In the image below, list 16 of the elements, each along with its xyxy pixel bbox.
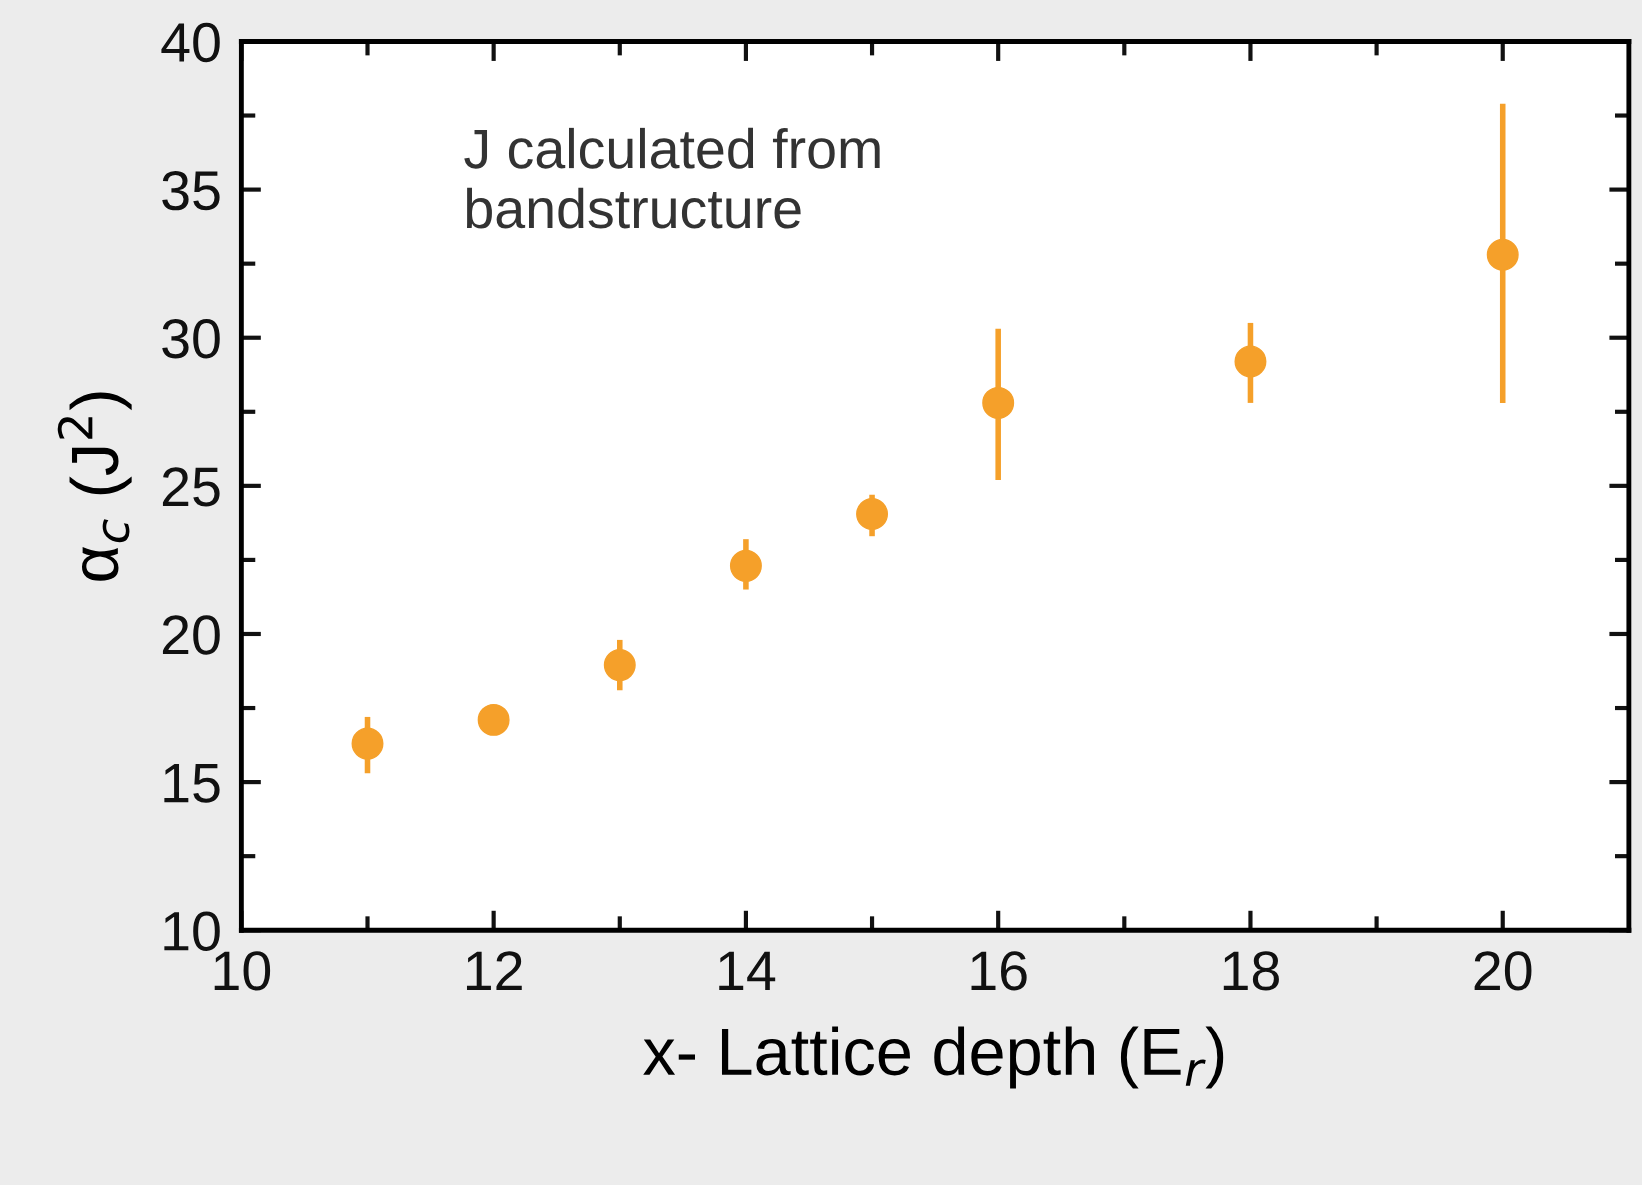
x-tick-label: 14 — [719, 951, 776, 990]
y-tick-label: 20 — [162, 615, 220, 655]
annotation: J calculated from bandstructure — [464, 127, 880, 229]
y-tick-label: 25 — [162, 467, 220, 507]
y-tick-label: 30 — [162, 319, 220, 359]
y-tick-label: 35 — [162, 170, 220, 211]
x-tick-label: 20 — [1474, 951, 1532, 991]
x-axis-title: x- Lattice depth (E$_{r}$) — [643, 1026, 1224, 1089]
x-tick-label: 12 — [466, 951, 522, 990]
x-tick-label: 18 — [1223, 951, 1279, 991]
x-tick-label: 16 — [971, 951, 1027, 991]
y-tick-label: 40 — [161, 22, 220, 63]
x-tick-label: 10 — [214, 951, 271, 991]
y-tick-label: 10 — [164, 911, 220, 951]
y-tick-label: 15 — [164, 764, 220, 803]
y-axis-title: α$_{c}$ (J$^{2}$) — [57, 392, 132, 581]
